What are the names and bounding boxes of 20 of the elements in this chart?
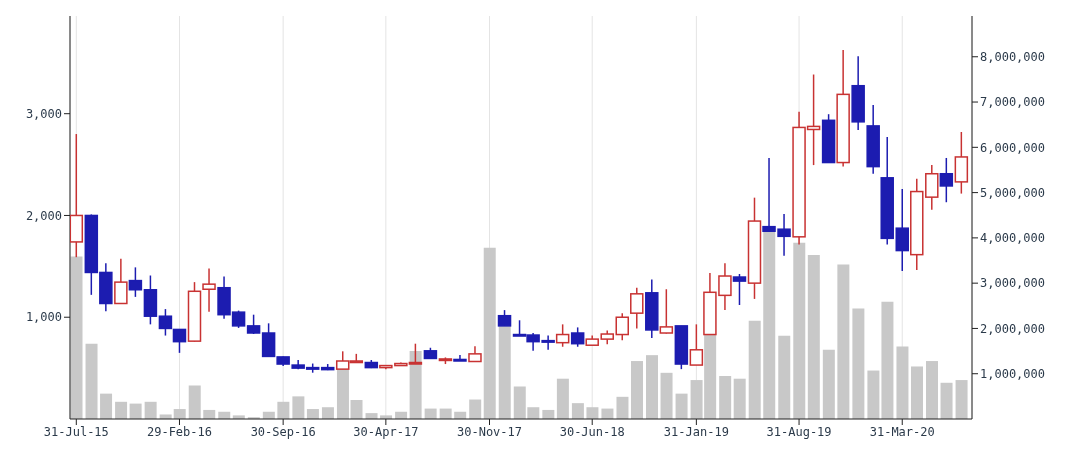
y-tick-label: 3,000 — [25, 106, 62, 121]
x-tick-label: 30-Apr-17 — [353, 424, 419, 439]
x-tick-label: 30-Sep-16 — [250, 424, 316, 439]
y-tick-label: 1,000 — [25, 310, 62, 325]
x-tick-label: 31-Mar-20 — [869, 424, 935, 439]
y2-tick-label: 7,000,000 — [980, 95, 1046, 110]
x-tick-label: 30-Jun-18 — [559, 424, 625, 439]
y2-tick-label: 4,000,000 — [980, 231, 1046, 246]
x-tick-label: 31-Jan-19 — [663, 424, 729, 439]
y2-tick-label: 6,000,000 — [980, 140, 1046, 155]
y2-tick-label: 2,000,000 — [980, 321, 1046, 336]
x-tick-label: 31-Jul-15 — [43, 424, 109, 439]
y2-tick-label: 8,000,000 — [980, 50, 1046, 65]
y2-tick-label: 5,000,000 — [980, 185, 1046, 200]
y2-tick-label: 3,000,000 — [980, 276, 1046, 291]
x-tick-label: 30-Nov-17 — [457, 424, 523, 439]
x-tick-label: 29-Feb-16 — [146, 424, 212, 439]
x-tick-label: 31-Aug-19 — [766, 424, 832, 439]
y2-tick-label: 1,000,000 — [980, 366, 1046, 381]
y-tick-label: 2,000 — [25, 208, 62, 223]
